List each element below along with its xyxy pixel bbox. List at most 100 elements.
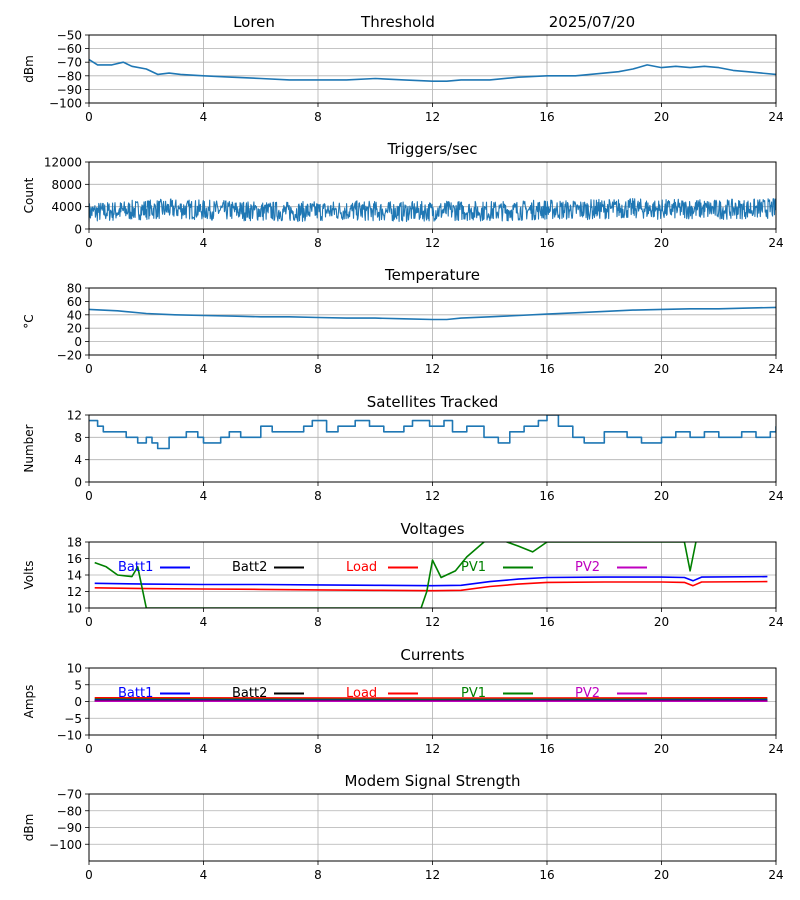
x-tick-label: 20 xyxy=(654,236,669,250)
y-tick-label: 5 xyxy=(74,678,82,692)
plot-frame xyxy=(88,793,777,862)
legend-label: Batt1 xyxy=(118,686,153,701)
y-tick-label: −60 xyxy=(57,42,82,56)
legend-label: PV2 xyxy=(575,560,600,575)
y-tick-label: −20 xyxy=(57,349,82,363)
y-tick-label: 0 xyxy=(74,476,82,490)
x-tick-label: 4 xyxy=(200,615,208,629)
y-tick-label: 8 xyxy=(74,431,82,445)
plot-frame xyxy=(88,541,777,609)
x-tick-label: 0 xyxy=(85,362,93,376)
x-tick-label: 16 xyxy=(539,868,554,882)
legend-label: Batt2 xyxy=(232,560,267,575)
x-tick-label: 4 xyxy=(200,868,208,882)
x-tick-label: 8 xyxy=(314,868,322,882)
series-line-batt1 xyxy=(94,575,768,587)
x-tick-label: 12 xyxy=(425,742,440,756)
chart-panel-2: Triggers/sec 0 4 8 12 16 20 24 0 4000 8000 12000 Cou… xyxy=(22,140,784,250)
x-tick-label: 24 xyxy=(768,110,783,124)
header-mode: Threshold xyxy=(360,13,435,31)
y-tick-label: 12 xyxy=(67,409,82,423)
y-tick-label: 4000 xyxy=(51,200,82,214)
x-tick-label: 0 xyxy=(85,489,93,503)
x-tick-label: 12 xyxy=(425,110,440,124)
y-tick-label: 14 xyxy=(67,569,82,583)
y-axis-label: Count xyxy=(22,177,36,213)
series-line-pv1 xyxy=(94,542,697,608)
chart-panel-5: Voltages 0 4 8 12 16 20 24 10 12 14 16 18 Volts Batt1 B… xyxy=(22,520,784,629)
header-date: 2025/07/20 xyxy=(549,13,635,31)
y-tick-label: −70 xyxy=(57,56,82,70)
y-tick-label: −10 xyxy=(57,729,82,743)
y-tick-label: −90 xyxy=(57,83,82,97)
y-tick-label: 40 xyxy=(67,308,82,322)
x-tick-label: 0 xyxy=(85,236,93,250)
chart-panels: 0 4 8 12 16 20 24−100−90−80−70−60−50dBmTrigger… xyxy=(22,29,784,883)
x-tick-label: 20 xyxy=(654,742,669,756)
y-tick-label: −80 xyxy=(57,804,82,818)
y-axis-label: Volts xyxy=(22,561,36,590)
x-tick-label: 4 xyxy=(200,489,208,503)
x-tick-label: 8 xyxy=(314,615,322,629)
chart-panel-6: Currents 0 4 8 12 16 20 24 −10 −5 0 5 10 Amps Batt1 Bat… xyxy=(22,646,784,756)
x-tick-label: 20 xyxy=(654,489,669,503)
x-tick-label: 4 xyxy=(200,362,208,376)
y-tick-label: 0 xyxy=(74,223,82,237)
x-tick-label: 16 xyxy=(539,110,554,124)
x-tick-label: 12 xyxy=(425,362,440,376)
x-tick-label: 8 xyxy=(314,110,322,124)
chart-panel-1: 0 4 8 12 16 20 24 −100−90−80−70−60−50 dBm xyxy=(22,29,784,125)
y-tick-label: −100 xyxy=(49,838,82,852)
chart-title: Satellites Tracked xyxy=(367,393,498,411)
y-tick-label: 80 xyxy=(67,282,82,296)
plot-frame xyxy=(88,287,777,356)
x-tick-label: 24 xyxy=(768,868,783,882)
x-tick-label: 12 xyxy=(425,615,440,629)
plot-frame xyxy=(88,161,777,230)
chart-title: Temperature xyxy=(384,266,480,284)
legend-label: Batt2 xyxy=(232,686,267,701)
legend-label: PV1 xyxy=(461,560,486,575)
x-tick-label: 20 xyxy=(654,868,669,882)
y-tick-label: −80 xyxy=(57,69,82,83)
x-tick-label: 16 xyxy=(539,362,554,376)
y-tick-label: 16 xyxy=(67,552,82,566)
x-tick-label: 4 xyxy=(200,236,208,250)
y-axis-label: °C xyxy=(22,314,36,328)
series-line xyxy=(89,197,776,223)
x-tick-label: 20 xyxy=(654,362,669,376)
series-line xyxy=(89,306,776,321)
y-tick-label: 18 xyxy=(67,536,82,550)
x-tick-label: 4 xyxy=(200,110,208,124)
x-tick-label: 24 xyxy=(768,362,783,376)
chart-title: Currents xyxy=(400,646,464,664)
x-tick-label: 0 xyxy=(85,615,93,629)
x-tick-label: 8 xyxy=(314,489,322,503)
y-tick-label: 12000 xyxy=(44,156,82,170)
header-station: Loren xyxy=(233,13,275,31)
legend-label: Load xyxy=(346,686,377,701)
x-tick-label: 0 xyxy=(85,868,93,882)
legend-label: PV1 xyxy=(461,686,486,701)
chart-title: Voltages xyxy=(400,520,464,538)
x-tick-label: 8 xyxy=(314,362,322,376)
y-tick-label: 20 xyxy=(67,322,82,336)
x-tick-label: 16 xyxy=(539,236,554,250)
y-tick-label: −100 xyxy=(49,97,82,111)
x-tick-label: 12 xyxy=(425,868,440,882)
plot-frame xyxy=(88,667,777,736)
y-axis-label: dBm xyxy=(22,55,36,83)
y-tick-label: 0 xyxy=(74,695,82,709)
y-tick-label: 8000 xyxy=(51,178,82,192)
x-tick-label: 8 xyxy=(314,742,322,756)
chart-panel-7: Modem Signal Strength 0 4 8 12 16 20 24 −100 −90 −… xyxy=(22,772,784,882)
x-tick-label: 16 xyxy=(539,742,554,756)
y-tick-label: 10 xyxy=(67,662,82,676)
x-tick-label: 24 xyxy=(768,742,783,756)
x-tick-label: 8 xyxy=(314,236,322,250)
series-line xyxy=(89,58,776,82)
x-tick-label: 24 xyxy=(768,489,783,503)
x-tick-label: 0 xyxy=(85,110,93,124)
y-tick-label: 60 xyxy=(67,295,82,309)
